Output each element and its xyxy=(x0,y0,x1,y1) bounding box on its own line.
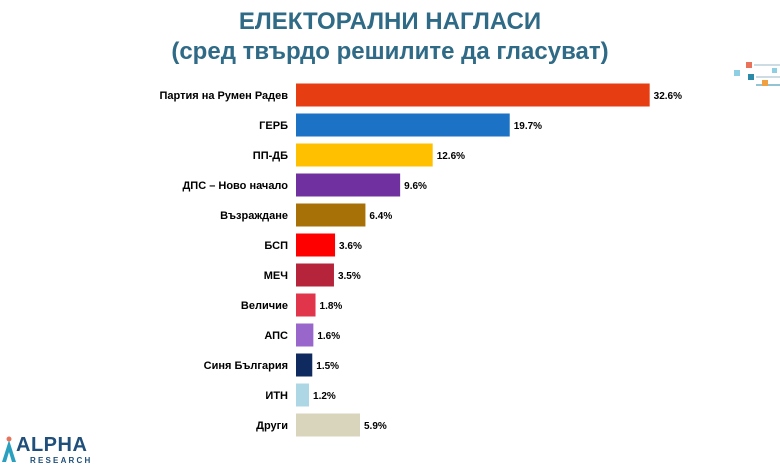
value-label: 1.8% xyxy=(320,301,343,312)
category-label: Други xyxy=(256,420,288,432)
bar xyxy=(296,293,316,317)
value-label: 5.9% xyxy=(364,421,387,432)
bar xyxy=(296,173,401,197)
category-label: ИТН xyxy=(265,390,288,402)
value-label: 9.6% xyxy=(404,181,427,192)
bar xyxy=(296,113,510,137)
value-label: 1.5% xyxy=(316,361,339,372)
logo-name: ALPHA xyxy=(16,434,88,456)
bar xyxy=(296,263,334,287)
bar xyxy=(296,353,313,377)
category-label: БСП xyxy=(264,240,288,252)
bar xyxy=(296,83,650,107)
category-label: АПС xyxy=(264,330,288,342)
category-label: Партия на Румен Радев xyxy=(160,90,289,102)
category-label: МЕЧ xyxy=(264,270,288,282)
category-label: Възраждане xyxy=(220,210,288,222)
category-label: Величие xyxy=(241,300,288,312)
bar xyxy=(296,203,366,227)
value-label: 3.6% xyxy=(339,241,362,252)
bar xyxy=(296,413,361,437)
alpha-research-logo: ALPHA RESEARCH xyxy=(0,432,104,470)
chart-subtitle: (сред твърдо решилите да гласуват) xyxy=(171,38,609,65)
value-label: 1.2% xyxy=(313,391,336,402)
category-label: ПП-ДБ xyxy=(253,150,288,162)
category-label: Синя България xyxy=(204,360,288,372)
value-label: 1.6% xyxy=(317,331,340,342)
logo-subtitle: RESEARCH xyxy=(30,456,93,465)
category-label: ДПС – Ново начало xyxy=(182,180,288,192)
bar xyxy=(296,383,310,407)
bar xyxy=(296,143,433,167)
chart-title: ЕЛЕКТОРАЛНИ НАГЛАСИ xyxy=(238,8,542,35)
decor-squares-icon xyxy=(734,62,780,86)
value-label: 3.5% xyxy=(338,271,361,282)
value-label: 32.6% xyxy=(654,91,682,102)
bar xyxy=(296,233,336,257)
category-label: ГЕРБ xyxy=(259,120,288,132)
logo-mark-icon xyxy=(2,436,16,462)
value-label: 19.7% xyxy=(514,121,542,132)
value-label: 12.6% xyxy=(437,151,465,162)
value-label: 6.4% xyxy=(369,211,392,222)
bar xyxy=(296,323,314,347)
